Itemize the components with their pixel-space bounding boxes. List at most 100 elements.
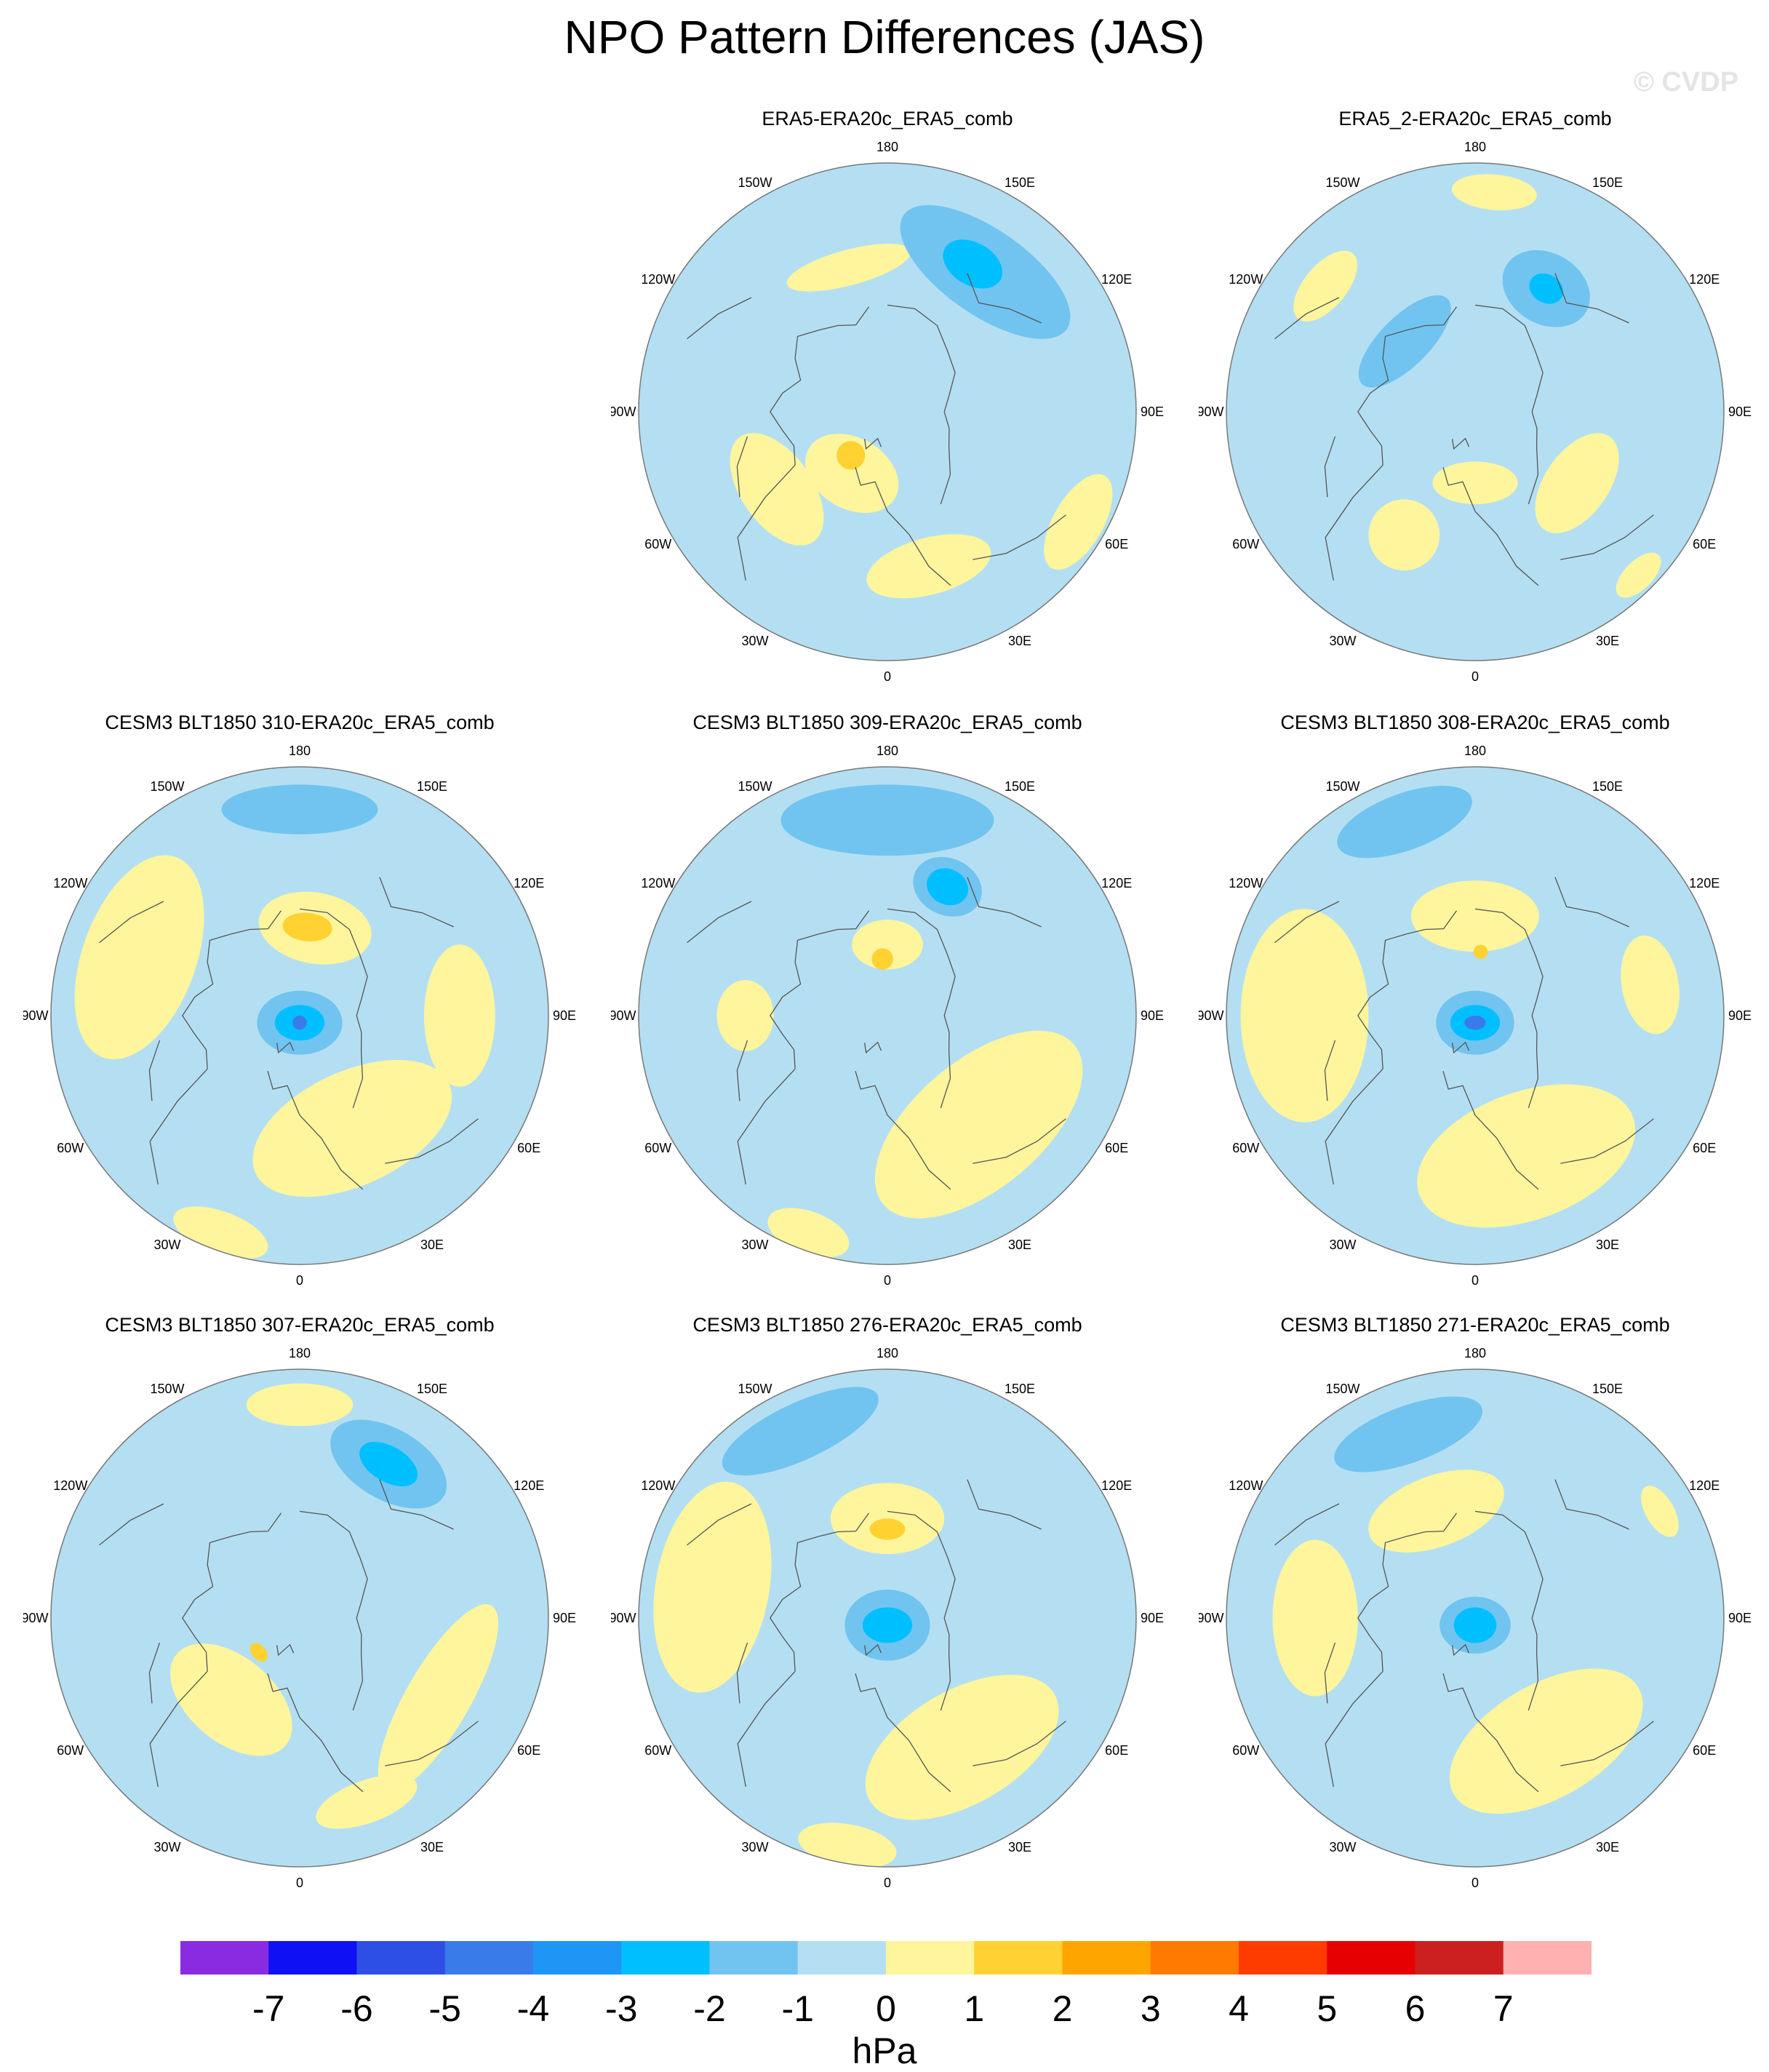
longitude-label: 120W [1229, 876, 1263, 890]
coastlines [1274, 877, 1654, 1190]
map-border [638, 1368, 1137, 1868]
longitude-label: 90E [1728, 1008, 1752, 1023]
longitude-label: 150W [738, 175, 772, 190]
positive-anomaly-contour [246, 1383, 354, 1427]
cvdp-watermark: © CVDP [1633, 67, 1738, 97]
longitude-label: 60E [517, 1743, 540, 1758]
longitude-label: 150E [417, 779, 447, 794]
map-panel-cesm3-276: CESM3 BLT1850 276-ERA20c_ERA5_comb 180 15… [611, 1314, 1164, 1889]
colorbar [180, 1941, 1592, 1975]
longitude-label: 90E [1141, 1008, 1164, 1023]
longitude-label: 150E [1592, 1382, 1623, 1396]
longitude-label: 150W [1325, 779, 1359, 794]
longitude-label: 60W [1232, 1743, 1259, 1758]
polar-map: 180 150E 120E 90E 60E 30E 0 30W 60W 90W 120W 150W [611, 1346, 1164, 1889]
longitude-label: 120W [1229, 1478, 1263, 1493]
longitude-label: 0 [296, 1876, 303, 1889]
longitude-label: 60E [1105, 1743, 1128, 1758]
longitude-label: 90W [1199, 1008, 1224, 1023]
longitude-label: 90E [553, 1611, 576, 1625]
longitude-label: 30E [1008, 1238, 1031, 1252]
longitude-label: 60W [1232, 1141, 1259, 1155]
map-border [638, 766, 1137, 1265]
longitude-label: 150E [1005, 175, 1035, 190]
map-panel-cesm3-307: CESM3 BLT1850 307-ERA20c_ERA5_comb 180 15… [23, 1314, 576, 1889]
positive-anomaly-contour [716, 980, 774, 1051]
longitude-label: 150W [738, 1382, 772, 1396]
panel-title: ERA5_2-ERA20c_ERA5_comb [1338, 108, 1612, 130]
longitude-label: 30E [1008, 1840, 1031, 1854]
longitude-label: 180 [876, 1346, 898, 1360]
longitude-label: 180 [1464, 140, 1486, 154]
map-panel-cesm3-309: CESM3 BLT1850 309-ERA20c_ERA5_comb 180 15… [611, 712, 1164, 1286]
positive-anomaly-contour [1044, 474, 1113, 570]
map-border [50, 1368, 549, 1868]
positive-anomaly-contour [1451, 174, 1537, 211]
positive-anomaly-contour [869, 1518, 906, 1540]
colorbar-segment [1415, 1941, 1504, 1975]
map-border [638, 162, 1137, 661]
map-border [1226, 766, 1725, 1265]
negative-anomaly-contour [1453, 1607, 1497, 1643]
longitude-label: 120W [641, 876, 675, 890]
longitude-label: 120E [514, 1478, 544, 1493]
positive-anomaly-contour [805, 434, 899, 514]
positive-anomaly-contour [653, 1481, 772, 1693]
polar-map: 180 150E 120E 90E 60E 30E 0 30W 60W 90W 120W 150W [611, 744, 1164, 1286]
map-panel-cesm3-308: CESM3 BLT1850 308-ERA20c_ERA5_comb 180 15… [1199, 712, 1752, 1286]
polar-map: 180 150E 120E 90E 60E 30E 0 30W 60W 90W 120W 150W [1199, 140, 1752, 682]
panel-title: CESM3 BLT1850 307-ERA20c_ERA5_comb [105, 1314, 495, 1336]
positive-anomaly-contour [1368, 1470, 1504, 1553]
longitude-label: 90E [1728, 405, 1752, 419]
colorbar-segment [974, 1941, 1063, 1975]
longitude-label: 150W [150, 1382, 184, 1396]
longitude-label: 150W [1325, 1382, 1359, 1396]
longitude-label: 60W [57, 1141, 84, 1155]
positive-anomaly-contour [1272, 1539, 1358, 1697]
coastlines [687, 1479, 1066, 1793]
positive-anomaly-contour [865, 1674, 1059, 1820]
colorbar-tick-label: -7 [252, 1988, 285, 2029]
map-panel-era5: ERA5-ERA20c_ERA5_comb 180 150E 120E 90E 60E 3… [611, 108, 1164, 682]
longitude-label: 90W [1199, 405, 1224, 419]
positive-anomaly-contour [74, 855, 204, 1060]
colorbar-segment [1239, 1941, 1327, 1975]
longitude-label: 120E [1101, 1478, 1132, 1493]
longitude-label: 150W [738, 779, 772, 794]
longitude-label: 0 [884, 1273, 891, 1286]
positive-anomaly-contour [1616, 552, 1661, 598]
negative-anomaly-contour [1358, 295, 1451, 388]
longitude-label: 60W [644, 537, 671, 551]
longitude-label: 60E [1693, 537, 1716, 551]
longitude-label: 90W [1199, 1611, 1224, 1625]
longitude-label: 150E [417, 1382, 447, 1396]
map-border [1226, 162, 1725, 661]
longitude-label: 120W [641, 272, 675, 287]
colorbar-tick-label: -5 [428, 1988, 461, 2029]
map-panel-cesm3-310: CESM3 BLT1850 310-ERA20c_ERA5_comb 180 15… [23, 712, 576, 1286]
negative-anomaly-contour [359, 1441, 418, 1486]
longitude-label: 0 [884, 1876, 891, 1889]
positive-anomaly-contour [1621, 935, 1680, 1035]
colorbar-segment [1327, 1941, 1415, 1975]
positive-anomaly-contour [252, 1059, 452, 1198]
longitude-label: 0 [1471, 1273, 1479, 1286]
longitude-label: 90E [1141, 1611, 1164, 1625]
background-anomaly-fill [1226, 163, 1724, 661]
panel-title: CESM3 BLT1850 276-ERA20c_ERA5_comb [692, 1314, 1082, 1336]
longitude-label: 180 [1464, 1346, 1486, 1360]
positive-anomaly-contour [798, 1822, 897, 1867]
positive-anomaly-contour [249, 1643, 268, 1662]
longitude-label: 150W [1325, 175, 1359, 190]
colorbar-tick-label: 6 [1405, 1988, 1426, 2029]
longitude-label: 180 [876, 744, 898, 758]
negative-anomaly-contour [943, 239, 1003, 289]
longitude-label: 90E [1728, 1611, 1752, 1625]
positive-anomaly-contour [1473, 944, 1488, 960]
panel-title: CESM3 BLT1850 310-ERA20c_ERA5_comb [105, 712, 495, 733]
longitude-label: 150E [1005, 779, 1035, 794]
longitude-label: 30W [741, 1840, 768, 1854]
positive-anomaly-contour [830, 1483, 945, 1555]
panel-title: ERA5-ERA20c_ERA5_comb [762, 108, 1013, 130]
longitude-label: 90E [553, 1008, 576, 1023]
